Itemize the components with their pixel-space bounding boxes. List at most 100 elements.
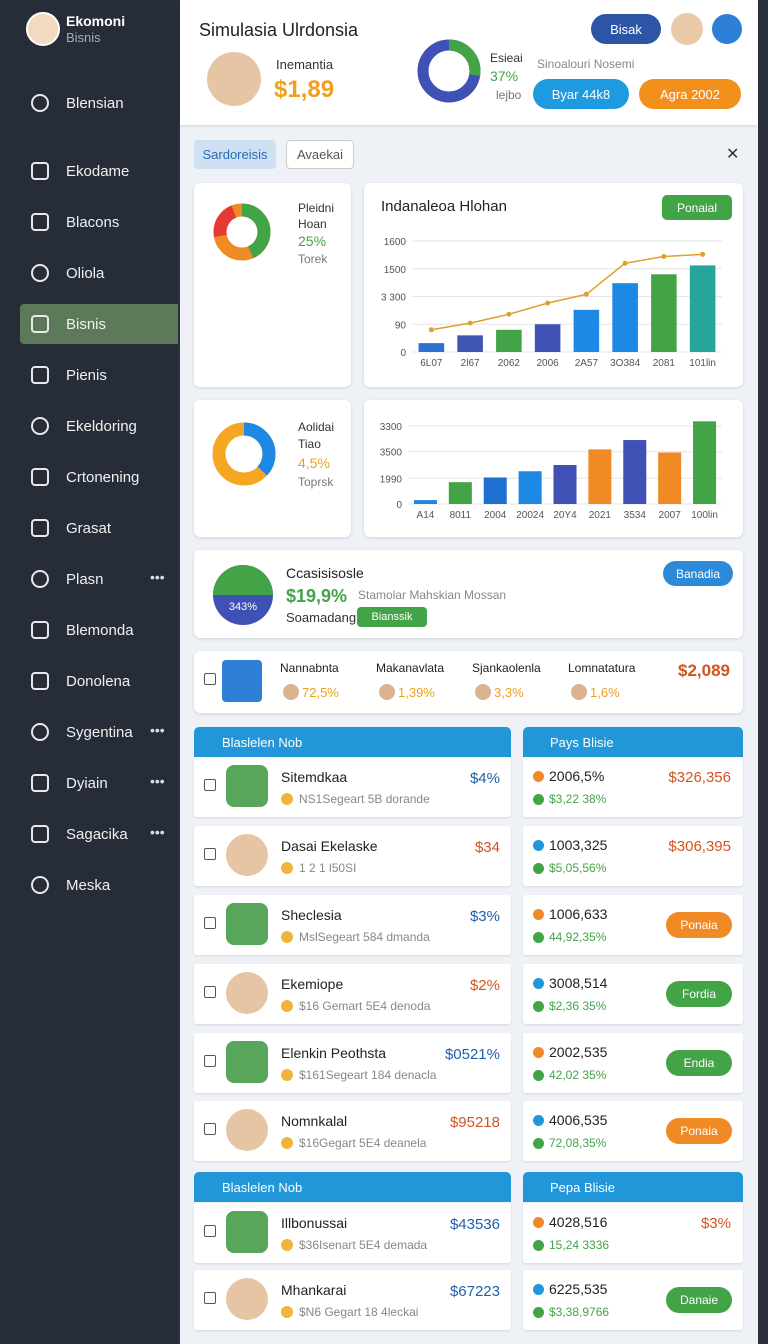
dot: [533, 1307, 544, 1318]
chart2: 0 1990 3500 3300 A14 8011 2004 20024 20Y4 2021 353…: [380, 421, 722, 521]
bar: [534, 324, 561, 352]
row-amount: $3%: [469, 908, 500, 925]
row-r2: 72,08,35%: [549, 1136, 607, 1150]
sidebar-item[interactable]: Ekeldoring: [66, 418, 137, 435]
row-name: Sitemdkaa: [281, 769, 348, 785]
bar: [612, 283, 638, 352]
row-detail: $N6 Gegart 18 4leckai: [299, 1305, 419, 1319]
bar: [573, 309, 600, 352]
sidebar-icon: [31, 213, 49, 231]
sidebar-item[interactable]: Sygentina: [66, 724, 133, 741]
sidebar-icon: [31, 366, 49, 384]
settings[interactable]: [712, 14, 742, 44]
y-tick-label: 3300: [380, 422, 403, 433]
tab[interactable]: Avaekai: [286, 140, 354, 169]
header-button[interactable]: Bisak: [591, 14, 661, 44]
bar: [553, 465, 577, 504]
row-coin: [281, 1137, 293, 1149]
row-button[interactable]: Ponaia: [666, 1118, 732, 1144]
row-name: Nomnkalal: [281, 1113, 348, 1129]
dot: [533, 1001, 544, 1012]
bar: [448, 482, 472, 504]
dot: [533, 978, 544, 989]
row-r2: $5,05,56%: [549, 861, 607, 875]
sidebar-more: •••: [150, 722, 165, 738]
row-r2: $3,22 38%: [549, 792, 607, 806]
action1[interactable]: Byar 44k8: [533, 79, 629, 109]
dot: [533, 1070, 544, 1081]
row-button[interactable]: Ponaia: [666, 912, 732, 938]
section-title: Pays Blisie: [550, 735, 614, 750]
brand: Ekomoni: [66, 13, 126, 29]
sidebar-item[interactable]: Grasat: [66, 520, 112, 537]
sidebar-icon: [31, 94, 49, 112]
header-note: Sinoalouri Nosemi: [537, 57, 635, 71]
y-tick-label: 1600: [384, 237, 407, 248]
lock-icon: [204, 1225, 216, 1237]
row-detail: $161Segeart 184 denacla: [299, 1068, 437, 1082]
chart1-badge[interactable]: Ponaial: [662, 195, 732, 220]
row-icon: [226, 903, 268, 945]
donut2-sub: Toprsk: [298, 475, 334, 489]
sidebar-icon: [31, 417, 49, 435]
row-coin: [281, 1000, 293, 1012]
sidebar-item[interactable]: Pienis: [66, 367, 107, 384]
donut2-line: Aolidai: [298, 420, 335, 434]
bar: [693, 421, 717, 504]
close[interactable]: ✕: [726, 146, 740, 163]
sidebar-item[interactable]: Meska: [66, 877, 111, 894]
sidebar-item[interactable]: Blensian: [66, 95, 124, 112]
stat-value: 37%: [490, 68, 519, 84]
row-icon: [226, 1041, 268, 1083]
bar: [588, 449, 612, 504]
row-detail: 1 2 1 l50SI: [299, 861, 357, 875]
row-coin: [281, 1306, 293, 1318]
bar: [658, 452, 682, 504]
row-amount: $67223: [449, 1283, 500, 1300]
sidebar-item[interactable]: Sagacika: [66, 826, 128, 843]
sidebar-icon: [31, 468, 49, 486]
sidebar-icon: [31, 825, 49, 843]
donut1-sub: Torek: [298, 252, 328, 266]
section-title: Blaslelen Nob: [222, 735, 303, 750]
row-button[interactable]: Danaie: [666, 1287, 732, 1313]
summary-sub: Soamadangl: [286, 610, 359, 625]
sidebar-item[interactable]: Crtonening: [66, 469, 140, 486]
sidebar-item[interactable]: Blacons: [66, 214, 120, 231]
sidebar-item[interactable]: Plasn: [66, 571, 104, 588]
sidebar-item[interactable]: Donolena: [66, 673, 131, 690]
y-tick-label: 1990: [380, 474, 403, 485]
sidebar-item[interactable]: Oliola: [66, 265, 105, 282]
stat-label: Lomnatatura: [568, 661, 636, 675]
row-r2: $2,36 35%: [549, 999, 607, 1013]
row-r1: 6225,535: [549, 1281, 608, 1297]
sidebar-item[interactable]: Blemonda: [66, 622, 134, 639]
sidebar-item[interactable]: Dyiain: [66, 775, 108, 792]
row-icon: [226, 1278, 268, 1320]
summary-badge[interactable]: Banadia: [663, 561, 733, 586]
lock-icon: [204, 917, 216, 929]
y-tick-label: 0: [400, 348, 406, 359]
tab-active[interactable]: Sardoreisis: [194, 140, 276, 169]
header-title: Simulasia Ulrdonsia: [199, 20, 359, 40]
section-header: [194, 727, 511, 757]
row-name: Elenkin Peothsta: [281, 1045, 387, 1061]
row-button[interactable]: Fordia: [666, 981, 732, 1007]
row-r1: 4028,516: [549, 1214, 608, 1230]
sidebar-active: [20, 304, 178, 344]
row-button[interactable]: Endia: [666, 1050, 732, 1076]
action2[interactable]: Agra 2002: [639, 79, 741, 109]
stat-label: Nannabnta: [280, 661, 339, 675]
sidebar-item[interactable]: Bisnis: [66, 316, 107, 333]
dot: [533, 1217, 544, 1228]
x-tick-label: 3O384: [610, 358, 640, 369]
stat-label: Sjankaolenla: [472, 661, 541, 675]
sidebar-item[interactable]: Ekodame: [66, 163, 130, 180]
row-card: [523, 1203, 743, 1263]
donut1-line: Pleidni: [298, 201, 335, 215]
lock-icon: [204, 1055, 216, 1067]
row-icon: [226, 1109, 268, 1151]
donut2-line: Tiao: [298, 437, 321, 451]
stat-avatar: [379, 684, 395, 700]
